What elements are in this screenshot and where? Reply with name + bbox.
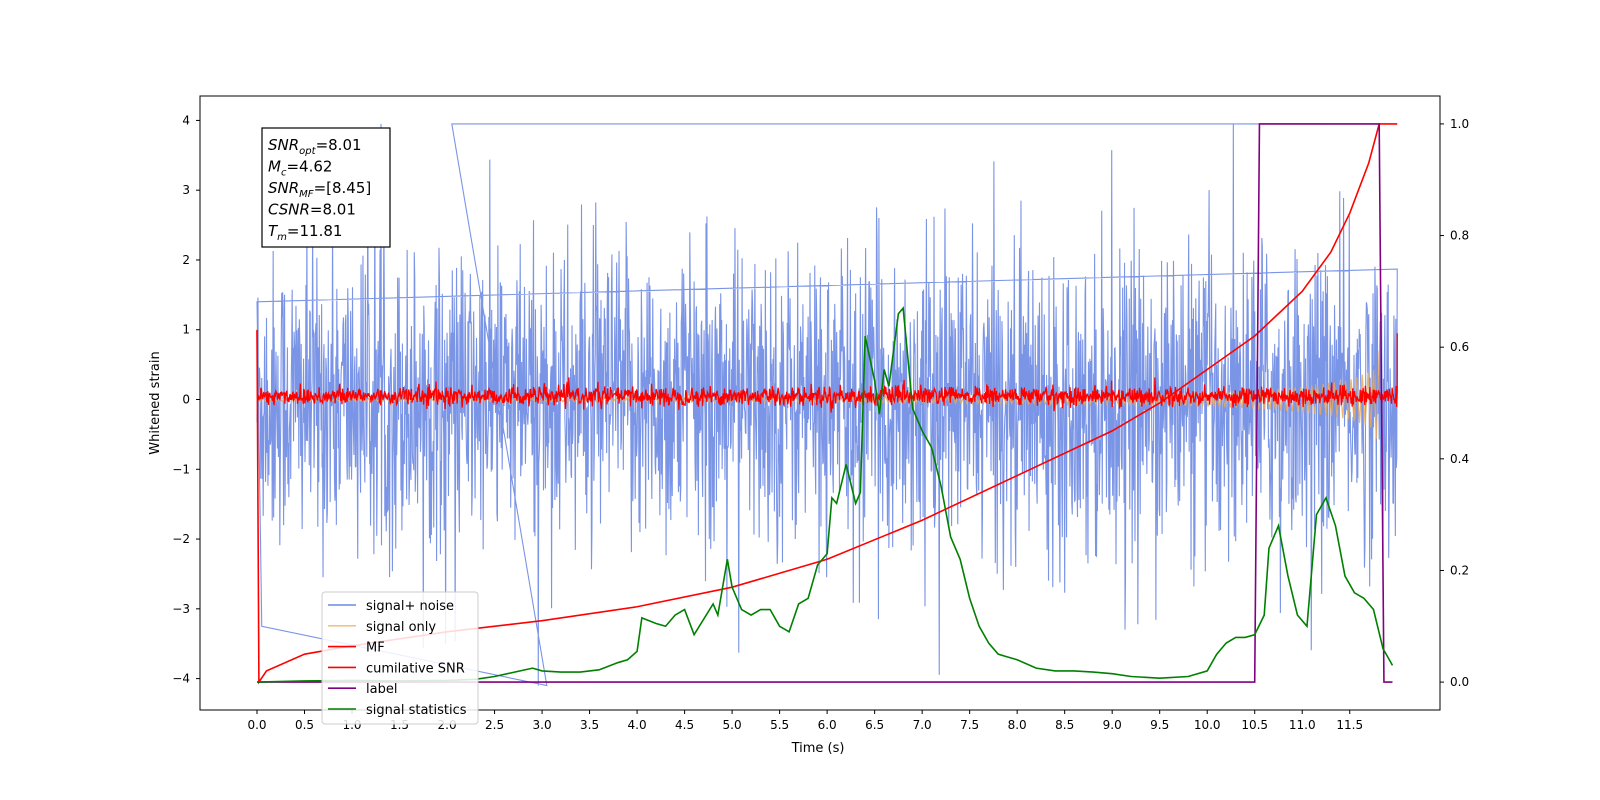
x-tick-label: 8.0 bbox=[1008, 718, 1027, 732]
legend-label: cumilative SNR bbox=[366, 661, 465, 676]
series-signal-statistics-line bbox=[256, 306, 1394, 683]
y-left-tick-label: −2 bbox=[172, 532, 190, 546]
y-right-tick-label: 0.0 bbox=[1450, 675, 1469, 689]
legend-label: signal only bbox=[366, 620, 436, 635]
x-tick-label: 2.5 bbox=[485, 718, 504, 732]
x-tick-label: 10.0 bbox=[1194, 718, 1221, 732]
y-left-tick-label: 1 bbox=[182, 323, 190, 337]
x-tick-label: 9.5 bbox=[1150, 718, 1169, 732]
y-left-tick-label: −1 bbox=[172, 462, 190, 476]
x-tick-label: 7.0 bbox=[913, 718, 932, 732]
y-axis-left: −4 −3 −2 −1 0 1 2 3 4 bbox=[172, 113, 200, 686]
legend-label: MF bbox=[366, 641, 385, 656]
x-tick-label: 6.0 bbox=[818, 718, 837, 732]
x-tick-label: 7.5 bbox=[960, 718, 979, 732]
series-mf-line bbox=[256, 329, 1398, 413]
y-left-tick-label: −3 bbox=[172, 602, 190, 616]
y-left-tick-label: 3 bbox=[182, 183, 190, 197]
x-tick-label: 9.0 bbox=[1103, 718, 1122, 732]
y-right-tick-label: 1.0 bbox=[1450, 117, 1469, 131]
legend-frame bbox=[321, 591, 479, 725]
x-tick-label: 11.5 bbox=[1336, 718, 1363, 732]
x-tick-label: 0.5 bbox=[295, 718, 314, 732]
series-signal-noise-line bbox=[256, 123, 1398, 687]
legend-label: label bbox=[366, 682, 397, 697]
x-tick-label: 4.5 bbox=[675, 718, 694, 732]
axes-frame bbox=[199, 95, 1441, 711]
y-left-tick-label: 2 bbox=[182, 253, 190, 267]
x-tick-label: 5.0 bbox=[723, 718, 742, 732]
info-line: CSNR=8.01 bbox=[268, 201, 356, 219]
x-tick-label: 11.0 bbox=[1289, 718, 1316, 732]
info-box-frame bbox=[261, 127, 391, 248]
x-tick-label: 6.5 bbox=[865, 718, 884, 732]
y-right-tick-label: 0.2 bbox=[1450, 563, 1469, 577]
y-right-tick-label: 0.4 bbox=[1450, 452, 1469, 466]
y-left-tick-label: 4 bbox=[182, 113, 190, 127]
y-left-tick-label: 0 bbox=[182, 393, 190, 407]
y-left-tick-label: −4 bbox=[172, 672, 190, 686]
x-tick-label: 0.0 bbox=[247, 718, 266, 732]
legend-label: signal statistics bbox=[366, 703, 467, 718]
y-axis-label: Whitened strain bbox=[148, 351, 163, 454]
x-tick-label: 8.5 bbox=[1055, 718, 1074, 732]
x-tick-label: 10.5 bbox=[1241, 718, 1268, 732]
x-tick-label: 4.0 bbox=[628, 718, 647, 732]
info-line: Tm=11.81 bbox=[268, 222, 342, 243]
legend: signal+ noise signal only MF cumilative SNR… bbox=[321, 591, 479, 725]
info-line: SNRopt=8.01 bbox=[268, 136, 362, 157]
x-tick-label: 5.5 bbox=[770, 718, 789, 732]
info-line: Mc=4.62 bbox=[268, 158, 332, 179]
x-tick-label: 3.5 bbox=[580, 718, 599, 732]
legend-label: signal+ noise bbox=[366, 599, 454, 614]
y-right-tick-label: 0.6 bbox=[1450, 340, 1469, 354]
info-line: SNRMF=[8.45] bbox=[268, 179, 371, 200]
y-axis-right: 0.0 0.2 0.4 0.6 0.8 1.0 bbox=[1440, 117, 1469, 689]
x-tick-label: 3.0 bbox=[533, 718, 552, 732]
x-axis-label: Time (s) bbox=[791, 741, 845, 756]
y-right-tick-label: 0.8 bbox=[1450, 229, 1469, 243]
series-label-line bbox=[257, 123, 1393, 683]
